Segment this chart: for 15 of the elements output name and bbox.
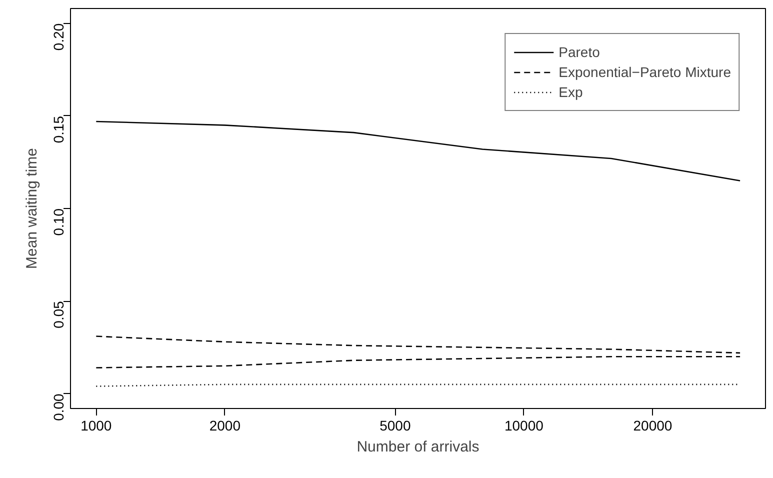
y-tick-label: 0.10 <box>50 208 66 236</box>
y-tick-label: 0.20 <box>50 23 66 51</box>
x-tick-label: 10000 <box>504 418 544 434</box>
x-tick-label: 1000 <box>80 418 112 434</box>
x-tick-label: 20000 <box>633 418 672 434</box>
legend-label: Exponential−Pareto Mixture <box>558 64 731 80</box>
y-tick-label: 0.05 <box>50 300 66 328</box>
x-axis-title: Number of arrivals <box>356 438 480 456</box>
y-tick-label: 0.15 <box>50 116 66 144</box>
y-axis-title: Mean waiting time <box>24 148 40 269</box>
x-tick-label: 5000 <box>380 418 411 434</box>
y-tick-label: 0.00 <box>50 393 66 421</box>
legend-label: Exp <box>558 84 583 100</box>
x-tick-label: 2000 <box>209 418 241 434</box>
legend-label: Pareto <box>558 44 600 60</box>
